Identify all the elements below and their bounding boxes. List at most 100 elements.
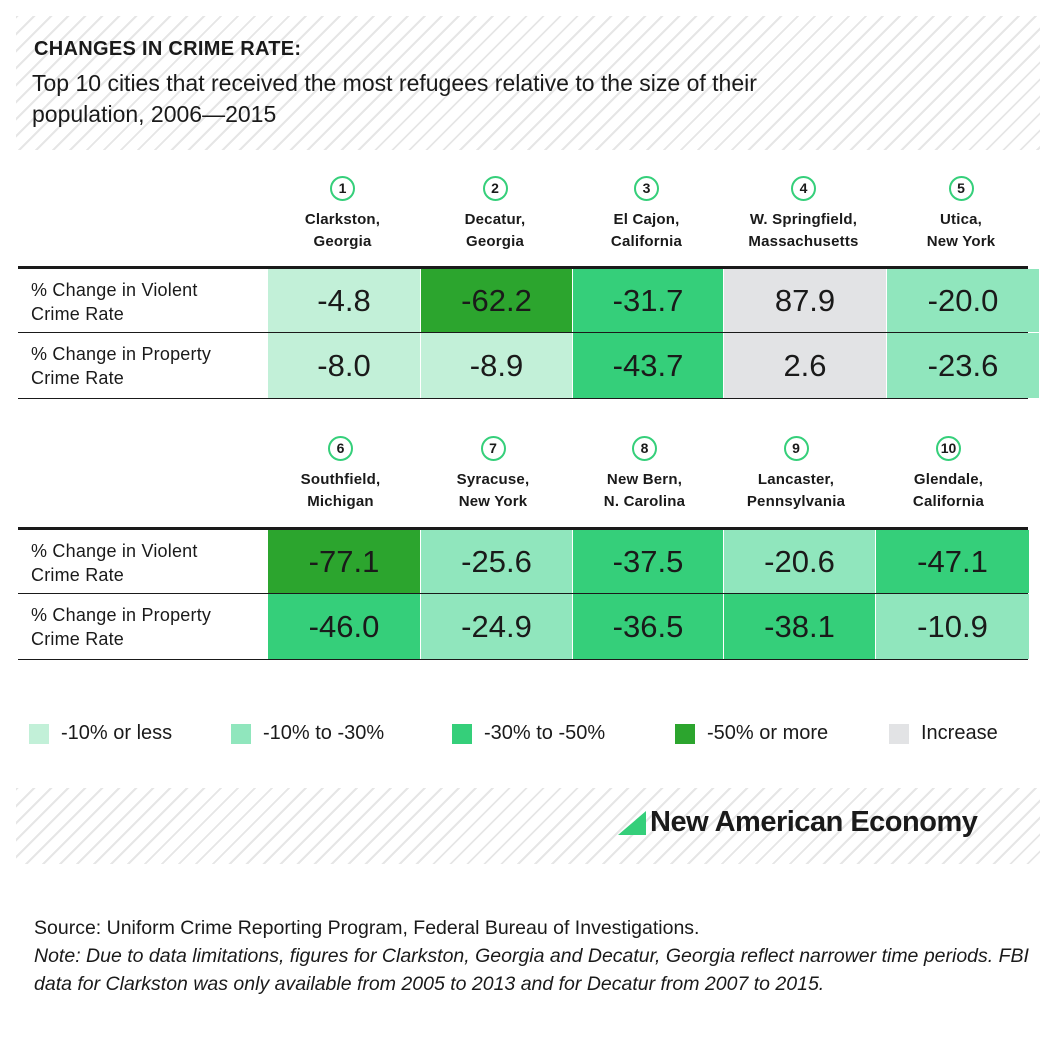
- legend-swatch: [452, 723, 472, 744]
- rank-badge: 1: [330, 176, 355, 201]
- rank-badge: 2: [482, 176, 508, 201]
- legend-item: -10% to -30%: [231, 722, 384, 745]
- rank-badge: 8: [632, 436, 657, 461]
- city-name: Clarkston, Georgia: [263, 209, 423, 253]
- row-label-line2: Crime Rate: [31, 368, 125, 388]
- city-name-line2: Georgia: [313, 233, 372, 250]
- city-name-line1: Syracuse,: [456, 471, 530, 488]
- city-name: New Bern, N. Carolina: [565, 469, 725, 513]
- city-name-line1: Glendale,: [913, 471, 984, 488]
- legend-swatch: [29, 723, 49, 744]
- city-header: 2 Decatur, Georgia: [415, 176, 575, 253]
- violent-crime-cell: -77.1: [268, 530, 420, 593]
- violent-crime-cell: -37.5: [573, 530, 723, 593]
- row-label-violent: % Change in Violent Crime Rate: [31, 278, 198, 326]
- violent-crime-cell: -31.7: [573, 269, 723, 332]
- chart-title: CHANGES IN CRIME RATE:: [34, 38, 302, 60]
- city-name-line2: Georgia: [465, 233, 525, 250]
- row-label-line1: % Change in Violent: [31, 541, 198, 561]
- city-name-line1: Southfield,: [300, 471, 381, 488]
- violent-crime-cell: -25.6: [421, 530, 572, 593]
- city-name: Decatur, Georgia: [415, 209, 575, 253]
- row-label-line2: Crime Rate: [31, 629, 125, 649]
- row-label-violent: % Change in Violent Crime Rate: [31, 539, 198, 587]
- row-label-line2: Crime Rate: [31, 565, 125, 585]
- row-label-line1: % Change in Violent: [31, 280, 198, 300]
- rank-badge: 4: [791, 176, 816, 201]
- row-label-property: % Change in Property Crime Rate: [31, 603, 211, 651]
- property-crime-cell: -43.7: [573, 333, 723, 398]
- header-hatch-background: [16, 16, 1040, 150]
- table-header-rule: [18, 266, 1028, 269]
- rank-badge: 6: [328, 436, 353, 461]
- table-header-rule: [18, 527, 1028, 530]
- legend-item: -10% or less: [29, 722, 172, 745]
- city-name: Glendale, California: [869, 469, 1029, 513]
- violent-crime-cell: -20.6: [724, 530, 875, 593]
- note-text: Note: Due to data limitations, figures f…: [34, 945, 1029, 995]
- violent-crime-cell: -20.0: [887, 269, 1039, 332]
- legend-label: -30% to -50%: [484, 722, 606, 744]
- city-name-line1: Lancaster,: [757, 471, 835, 488]
- city-name-line2: New York: [926, 233, 996, 250]
- row-label-line1: % Change in Property: [31, 344, 212, 364]
- city-header: 4 W. Springfield, Massachusetts: [724, 176, 884, 253]
- city-header: 7 Syracuse, New York: [413, 436, 573, 513]
- city-name: Utica, New York: [881, 209, 1041, 253]
- city-name: Lancaster, Pennsylvania: [716, 469, 876, 513]
- source-text: Source: Uniform Crime Reporting Program,…: [34, 917, 700, 939]
- property-crime-cell: -36.5: [573, 594, 723, 659]
- legend-swatch: [889, 723, 909, 744]
- brand-name: New American Economy: [650, 806, 978, 838]
- property-crime-cell: -8.0: [268, 333, 420, 398]
- city-name: Southfield, Michigan: [261, 469, 421, 513]
- city-name-line1: Decatur,: [464, 211, 526, 228]
- city-header: 10 Glendale, California: [869, 436, 1029, 513]
- legend-label: -10% or less: [61, 722, 173, 744]
- row-label-line2: Crime Rate: [31, 304, 125, 324]
- city-name-line1: El Cajon,: [613, 211, 680, 228]
- city-name-line1: Utica,: [939, 211, 983, 228]
- violent-crime-cell: -47.1: [876, 530, 1029, 593]
- property-crime-cell: 2.6: [724, 333, 886, 398]
- city-name-line2: California: [912, 493, 985, 510]
- table-bottom-rule: [18, 398, 1028, 399]
- city-header: 1 Clarkston, Georgia: [263, 176, 423, 253]
- property-crime-cell: -24.9: [421, 594, 572, 659]
- rank-badge: 5: [948, 176, 974, 201]
- rank-badge: 3: [634, 176, 659, 201]
- city-name-line1: Clarkston,: [304, 211, 381, 228]
- violent-crime-cell: -62.2: [421, 269, 572, 332]
- legend-item: -50% or more: [675, 722, 828, 745]
- row-label-line1: % Change in Property: [31, 605, 212, 625]
- table-bottom-rule: [18, 659, 1028, 660]
- legend-label: Increase: [921, 722, 998, 744]
- city-name: W. Springfield, Massachusetts: [724, 209, 884, 253]
- source-note: Source: Uniform Crime Reporting Program,…: [34, 914, 1034, 998]
- violent-crime-cell: -4.8: [268, 269, 420, 332]
- city-header: 6 Southfield, Michigan: [261, 436, 421, 513]
- city-name: Syracuse, New York: [413, 469, 573, 513]
- chart-subtitle: Top 10 cities that received the most ref…: [32, 70, 757, 127]
- legend-swatch: [675, 723, 695, 744]
- city-header: 5 Utica, New York: [881, 176, 1041, 253]
- city-name-line2: Michigan: [307, 493, 374, 510]
- city-name-line1: New Bern,: [606, 471, 683, 488]
- property-crime-cell: -23.6: [887, 333, 1039, 398]
- brand-logo: New American Economy: [618, 806, 978, 839]
- city-name: El Cajon, California: [567, 209, 727, 253]
- city-header: 3 El Cajon, California: [567, 176, 727, 253]
- city-header: 8 New Bern, N. Carolina: [565, 436, 725, 513]
- table-row-divider: [18, 593, 1028, 594]
- row-label-property: % Change in Property Crime Rate: [31, 342, 211, 390]
- rank-badge: 7: [480, 436, 506, 461]
- city-name-line2: New York: [458, 493, 528, 510]
- property-crime-cell: -8.9: [421, 333, 572, 398]
- city-header: 9 Lancaster, Pennsylvania: [716, 436, 876, 513]
- legend-item: Increase: [889, 722, 998, 745]
- table-row-divider: [18, 332, 1028, 333]
- property-crime-cell: -38.1: [724, 594, 875, 659]
- rank-badge: 9: [783, 436, 809, 461]
- rank-badge: 10: [936, 436, 961, 461]
- green-triangle-icon: [618, 810, 646, 835]
